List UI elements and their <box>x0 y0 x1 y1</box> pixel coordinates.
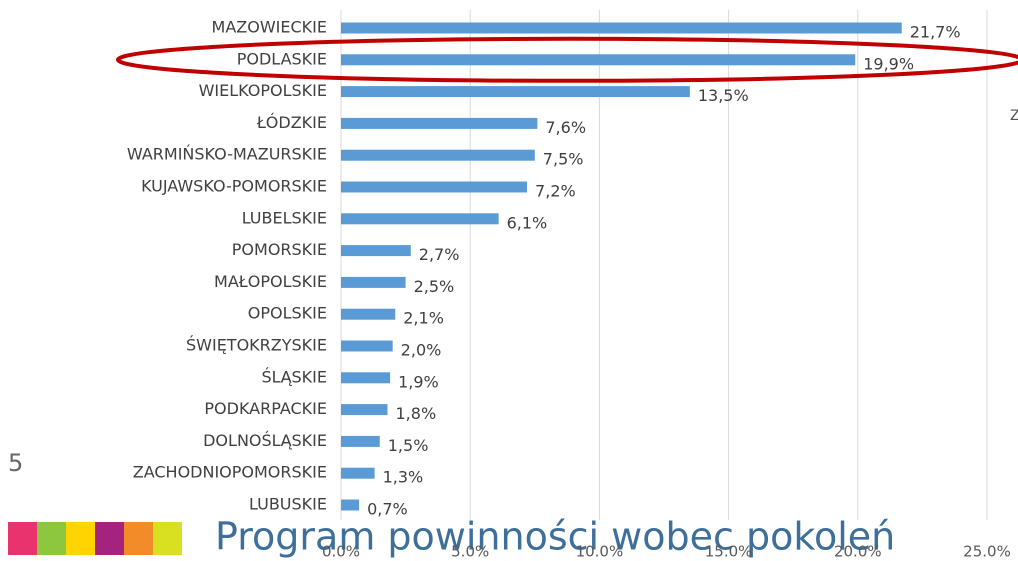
square <box>153 522 182 555</box>
category-label: MAZOWIECKIE <box>212 18 327 37</box>
bar <box>341 372 391 384</box>
value-label: 2,1% <box>403 309 444 328</box>
side-text: Z <box>1010 108 1018 124</box>
bar <box>341 117 538 129</box>
footer-title: Program powinności wobec pokoleń <box>215 515 895 559</box>
category-label: ZACHODNIOPOMORSKIE <box>133 463 327 482</box>
value-label: 2,5% <box>414 277 455 296</box>
bar <box>341 245 411 257</box>
category-label: KUJAWSKO-POMORSKIE <box>141 177 327 196</box>
value-label: 1,9% <box>398 372 439 391</box>
value-label: 7,5% <box>543 150 584 169</box>
value-label: 6,1% <box>507 213 548 232</box>
category-label: ŚWIĘTOKRZYSKIE <box>186 336 327 355</box>
category-label: WIELKOPOLSKIE <box>199 81 327 100</box>
category-label: ŁÓDZKIE <box>256 113 327 132</box>
bar <box>341 308 396 320</box>
bar <box>341 467 375 479</box>
category-label: PODLASKIE <box>237 49 327 68</box>
bar <box>341 213 499 225</box>
category-label: POMORSKIE <box>232 240 327 259</box>
value-label: 13,5% <box>698 86 749 105</box>
value-label: 2,7% <box>419 245 460 264</box>
value-label: 0,7% <box>367 500 408 519</box>
category-label: LUBUSKIE <box>249 495 327 514</box>
slide-number: 5 <box>8 449 23 477</box>
highlight-ellipse <box>116 36 1018 83</box>
x-tick-label: 0.0% <box>322 543 360 561</box>
value-label: 1,5% <box>388 436 429 455</box>
bar <box>341 404 388 416</box>
bar <box>341 276 406 288</box>
bar <box>341 54 856 66</box>
bar <box>341 340 393 352</box>
bar <box>341 181 528 193</box>
square <box>66 522 95 555</box>
category-label: OPOLSKIE <box>248 304 327 323</box>
category-label: DOLNOŚLĄSKIE <box>203 431 327 450</box>
category-label: PODKARPACKIE <box>204 399 327 418</box>
bar <box>341 435 380 447</box>
x-tick-label: 25.0% <box>963 543 1011 561</box>
bar <box>341 499 360 511</box>
value-label: 7,6% <box>545 118 586 137</box>
value-label: 1,3% <box>383 468 424 487</box>
category-label: WARMIŃSKO-MAZURSKIE <box>127 145 327 164</box>
bar <box>341 86 690 98</box>
bar <box>341 22 902 34</box>
square <box>8 522 37 555</box>
x-tick-label: 15.0% <box>705 543 753 561</box>
value-label: 2,0% <box>401 341 442 360</box>
value-label: 19,9% <box>863 54 914 73</box>
value-label: 7,2% <box>535 182 576 201</box>
value-label: 21,7% <box>910 23 961 42</box>
color-squares <box>8 522 182 555</box>
x-tick-label: 5.0% <box>451 543 489 561</box>
value-label: 1,8% <box>396 404 437 423</box>
square <box>95 522 124 555</box>
x-tick-label: 10.0% <box>576 543 624 561</box>
square <box>37 522 66 555</box>
category-label: MAŁOPOLSKIE <box>214 272 327 291</box>
category-label: ŚLĄSKIE <box>262 367 328 386</box>
category-label: LUBELSKIE <box>242 208 327 227</box>
square <box>124 522 153 555</box>
bar <box>341 149 535 161</box>
x-tick-label: 20.0% <box>834 543 882 561</box>
